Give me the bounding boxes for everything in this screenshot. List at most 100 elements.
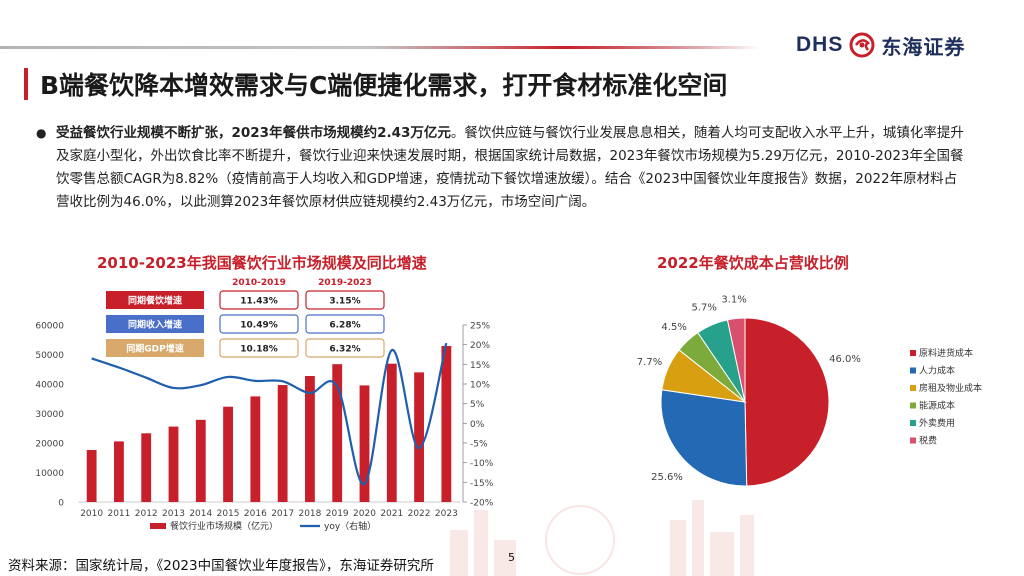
bar-market-size [168, 426, 179, 502]
market-size-chart: 0 10000 20000 30000 40000 50000 60000 -20% -15% -… [35, 278, 494, 532]
pie-legend-swatch [910, 437, 916, 444]
x-tick-label: 2023 [435, 509, 458, 519]
pie-data-label: 5.7% [691, 302, 716, 313]
table-cell-box [305, 338, 385, 358]
x-tick-label: 2020 [353, 509, 376, 519]
pie-legend-label: 人力成本 [919, 365, 955, 377]
y-right-tick-label: 20% [470, 341, 490, 351]
table-cell-box [219, 314, 299, 334]
table-header: 2019-2023 [318, 278, 372, 288]
table-row-label-bg [106, 291, 204, 309]
bar-market-size [305, 375, 315, 502]
pie-data-label: 4.5% [661, 322, 686, 333]
x-tick-label: 2014 [189, 509, 212, 519]
pie-data-label: 7.7% [637, 357, 662, 368]
pie-slice [660, 389, 748, 487]
bar-market-size [359, 385, 370, 502]
x-tick-label: 2012 [135, 509, 158, 519]
legend-bar-label: 餐饮行业市场规模（亿元） [170, 520, 278, 532]
table-cell-value: 11.43% [240, 297, 278, 307]
x-tick-label: 2022 [408, 509, 431, 519]
bar-market-size [86, 449, 97, 502]
bar-market-size [332, 364, 343, 502]
table-header: 2010-2019 [232, 278, 286, 288]
bullet-bold-lead: 受益餐饮行业规模不断扩张，2023年餐供市场规模约2.43万亿元 [56, 125, 451, 141]
table-cell-value: 6.32% [329, 345, 360, 355]
yoy-line [91, 342, 448, 486]
table-cell-box [219, 338, 299, 358]
y-left-tick-label: 20000 [35, 440, 64, 450]
bullet-dot-icon: ● [36, 126, 47, 140]
y-right-tick-label: 0% [470, 420, 485, 430]
x-tick-label: 2019 [326, 509, 349, 519]
pie-slice [726, 317, 746, 403]
x-tick-label: 2021 [380, 509, 403, 519]
y-right-tick-label: -15% [470, 479, 494, 489]
bullet-paragraph: ● 受益餐饮行业规模不断扩张，2023年餐供市场规模约2.43万亿元。餐饮供应链… [36, 122, 970, 214]
pie-legend-label: 外卖费用 [919, 417, 955, 429]
legend-bar-swatch [150, 523, 166, 529]
x-tick-label: 2016 [244, 509, 267, 519]
pie-legend-swatch [910, 402, 916, 409]
bullet-body-text: 。餐饮供应链与餐饮行业发展息息相关，随着人均可支配收入水平上升，城镇化率提升及家… [56, 125, 964, 210]
logo-latin: DHS [796, 33, 844, 56]
bar-market-size [277, 385, 288, 502]
pie-data-label: 3.1% [721, 295, 746, 306]
dragon-logo-icon [849, 32, 875, 58]
table-cell-value: 3.15% [329, 297, 360, 307]
table-cell-box [305, 314, 385, 334]
cost-share-pie-chart: 46.0% 25.6% 7.7% 4.5% 5.7% 3.1% 原料进货成本人力成本房租及物… [637, 295, 982, 487]
x-tick-label: 2018 [298, 509, 321, 519]
pie-legend-label: 税费 [919, 435, 937, 447]
y-right-tick-label: 5% [470, 400, 485, 410]
x-tick-label: 2017 [271, 509, 294, 519]
y-right-tick-label: -10% [470, 459, 494, 469]
y-left-tick-label: 30000 [35, 410, 64, 420]
bar-market-size [250, 396, 261, 502]
pie-legend-swatch [910, 420, 916, 426]
pie-legend-label: 房租及物业成本 [919, 382, 982, 394]
y-right-tick-label: -5% [470, 440, 488, 450]
y-left-tick-label: 50000 [35, 351, 64, 361]
header-red-accent [370, 46, 760, 49]
page-title: B端餐饮降本增效需求与C端便捷化需求，打开食材标准化空间 [40, 71, 728, 100]
table-row-label-bg [106, 339, 204, 357]
pie-slice [744, 317, 830, 487]
bar-market-size [141, 433, 152, 502]
table-cell-value: 6.28% [329, 321, 360, 331]
table-row-label: 同期餐饮增速 [128, 295, 182, 307]
table-cell-value: 10.49% [240, 321, 278, 331]
company-logo: DHS 东海证券 [796, 28, 965, 62]
table-row-label-bg [106, 315, 204, 333]
pie-legend-label: 能源成本 [919, 400, 955, 412]
y-right-tick-label: -20% [470, 499, 494, 509]
pie-data-label: 46.0% [829, 354, 861, 365]
pie-data-label: 25.6% [651, 472, 683, 483]
city-skyline-watermark [450, 500, 754, 576]
pie-chart-title: 2022年餐饮成本占营收比例 [657, 254, 849, 272]
table-row-label: 同期收入增速 [128, 319, 182, 331]
pie-legend-swatch [910, 350, 916, 356]
pie-legend-swatch [910, 385, 916, 391]
table-row-label: 同期GDP增速 [126, 343, 183, 355]
y-right-tick-label: 25% [470, 322, 490, 332]
bar-market-size [223, 406, 233, 502]
x-tick-label: 2010 [80, 509, 103, 519]
bar-market-size [114, 441, 124, 502]
x-tick-label: 2013 [162, 509, 185, 519]
pie-legend-swatch [910, 367, 916, 374]
bar-market-size [414, 372, 424, 502]
bar-chart-title: 2010-2023年我国餐饮行业市场规模及同比增速 [97, 254, 427, 272]
legend-line-label: yoy（右轴） [324, 520, 376, 532]
y-right-tick-label: 10% [470, 381, 490, 391]
y-left-tick-label: 0 [58, 499, 64, 509]
pie-legend-label: 原料进货成本 [919, 347, 973, 359]
bar-market-size [441, 345, 452, 502]
table-cell-box [219, 290, 299, 310]
table-cell-value: 10.18% [240, 345, 278, 355]
title-accent-bar [24, 68, 28, 100]
x-tick-label: 2015 [217, 509, 240, 519]
bar-market-size [195, 419, 206, 502]
page-number: 5 [508, 551, 515, 564]
bar-market-size [386, 363, 397, 502]
